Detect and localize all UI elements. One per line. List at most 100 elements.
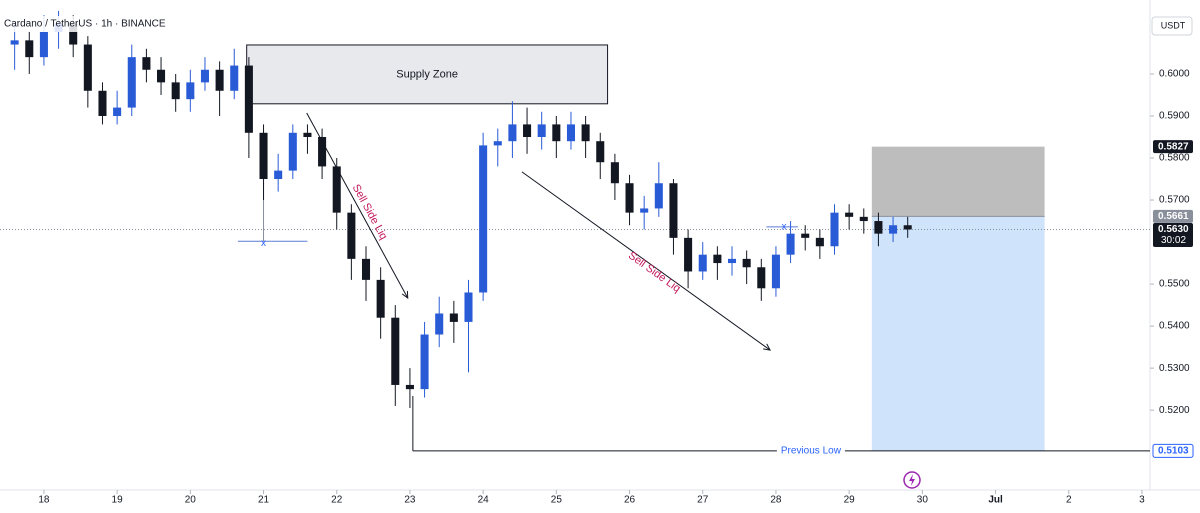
- candle-body: [449, 313, 458, 322]
- supply-zone: [246, 44, 609, 105]
- candle-body: [757, 267, 766, 289]
- alert-bolt[interactable]: [909, 474, 915, 486]
- supply-zone-label: Supply Zone: [396, 68, 458, 80]
- candle-body: [654, 183, 663, 209]
- x-tick-label: 25: [551, 495, 563, 506]
- x-tick-label: 2: [1066, 495, 1072, 506]
- candle-body: [215, 69, 224, 91]
- candle-body: [640, 208, 649, 213]
- x-tick-label: 30: [917, 495, 929, 506]
- marker-label: x: [781, 222, 786, 233]
- x-tick-label: 18: [38, 495, 50, 506]
- candle-body: [25, 40, 34, 58]
- price-label: 0.5661: [1158, 211, 1189, 222]
- candle-body: [903, 225, 912, 230]
- candle-body: [815, 237, 824, 247]
- candle-body: [698, 254, 707, 272]
- candle-body: [83, 44, 92, 91]
- price-label-box: [1152, 443, 1194, 458]
- candle-body: [610, 162, 619, 184]
- candle-body: [566, 124, 575, 142]
- candle-body: [713, 254, 722, 264]
- x-tick-label: 19: [112, 495, 124, 506]
- candle-body: [435, 313, 444, 335]
- arrow-head: [763, 343, 772, 351]
- x-tick-label: Jul: [988, 495, 1003, 506]
- candle-body: [186, 82, 195, 100]
- y-tick-label: 0.6000: [1159, 69, 1190, 80]
- candle-body: [889, 225, 898, 234]
- alert-icon[interactable]: [903, 471, 921, 489]
- candle-body: [142, 57, 151, 70]
- candle-body: [479, 145, 488, 293]
- candle-body: [361, 258, 371, 280]
- candle-body: [537, 124, 546, 137]
- price-label-box: [1153, 209, 1193, 223]
- candle-body: [801, 233, 810, 238]
- candle-body: [39, 31, 48, 58]
- candle-body: [552, 124, 561, 142]
- candle-body: [420, 334, 429, 390]
- candle-body: [874, 221, 883, 234]
- y-tick-label: 0.5200: [1159, 405, 1190, 416]
- x-tick-label: 22: [331, 495, 343, 506]
- price-label: 0.5827: [1158, 141, 1189, 152]
- candle-body: [200, 69, 209, 83]
- arrow-line: [306, 112, 409, 299]
- candle-body: [127, 57, 136, 108]
- candle-body: [318, 136, 327, 167]
- y-tick-label: 0.5300: [1159, 363, 1190, 374]
- countdown: 30:02: [1161, 235, 1186, 246]
- candle-body: [859, 216, 868, 222]
- candle-body: [391, 317, 400, 385]
- y-tick-label: 0.5500: [1159, 279, 1190, 290]
- price-label: 0.5630: [1158, 224, 1189, 235]
- candle-body: [523, 124, 532, 137]
- candle-body: [508, 124, 517, 142]
- candle-body: [727, 258, 737, 264]
- candle-body: [845, 212, 854, 217]
- x-tick-label: 23: [404, 495, 416, 506]
- previous-low-backdrop: [776, 443, 845, 458]
- x-tick-label: 27: [697, 495, 709, 506]
- y-tick-label: 0.5900: [1159, 111, 1190, 122]
- currency: USDT: [1161, 20, 1186, 30]
- candle-body: [786, 233, 795, 255]
- candle-body: [259, 132, 268, 180]
- x-tick-label: 21: [258, 495, 270, 506]
- candle-body: [464, 292, 473, 322]
- candle-body: [596, 141, 605, 163]
- arrow-head: [401, 290, 409, 299]
- price-label-box: [1153, 222, 1193, 247]
- title-backdrop: [2, 16, 160, 32]
- candle-body: [684, 237, 693, 272]
- y-tick-label: 0.5700: [1159, 195, 1190, 206]
- candle-body: [332, 166, 341, 213]
- x-tick-label: 29: [844, 495, 856, 506]
- price-label: 0.5103: [1158, 446, 1189, 457]
- currency-box: [1151, 16, 1193, 36]
- marker-label: x: [261, 238, 266, 249]
- arrow-line: [521, 171, 771, 351]
- candle-body: [771, 254, 780, 289]
- candle-body: [405, 384, 414, 390]
- candle-body: [669, 183, 678, 238]
- x-tick-label: 20: [185, 495, 197, 506]
- candle-body: [244, 65, 253, 133]
- candle-body: [347, 212, 356, 259]
- candle-body: [493, 141, 502, 146]
- price-label-box: [1153, 140, 1193, 154]
- candle-body: [581, 124, 590, 142]
- chart-title: Cardano / TetherUS · 1h · BINANCE: [4, 19, 166, 30]
- stop-zone: [871, 146, 1045, 217]
- candle-body: [230, 65, 239, 91]
- target-zone: [871, 216, 1045, 451]
- candle-body: [113, 107, 122, 116]
- x-tick-label: 26: [624, 495, 636, 506]
- candle-body: [98, 90, 107, 116]
- candle-body: [171, 82, 180, 100]
- x-tick-label: 24: [478, 495, 490, 506]
- candle-body: [157, 69, 166, 83]
